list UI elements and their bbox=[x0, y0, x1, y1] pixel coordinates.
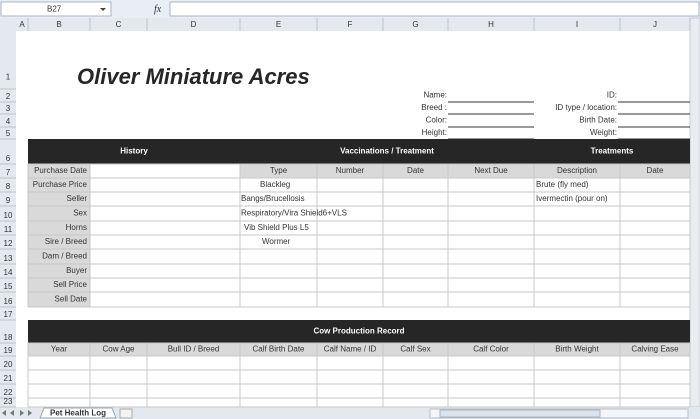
row-header: 2 bbox=[6, 92, 11, 101]
field-label: Weight: bbox=[590, 128, 617, 137]
header-row bbox=[240, 164, 690, 178]
scroll-thumb[interactable] bbox=[439, 409, 601, 418]
row-header: 15 bbox=[4, 282, 13, 291]
vaccination-item: Bangs/Brucellosis bbox=[241, 194, 305, 203]
history-label: Sell Price bbox=[53, 280, 87, 289]
field-label: Name: bbox=[423, 91, 447, 100]
column-label: Calf Name / ID bbox=[324, 345, 377, 354]
dropdown-arrow[interactable] bbox=[100, 8, 106, 11]
column-header: E bbox=[276, 20, 281, 29]
section-title: Cow Production Record bbox=[313, 327, 404, 336]
section-title: Vaccinations / Treatment bbox=[340, 147, 434, 156]
field-label: Breed : bbox=[421, 103, 447, 112]
row-header: 3 bbox=[6, 104, 11, 113]
column-label: Calf Color bbox=[473, 345, 509, 354]
field-label: Birth Date: bbox=[579, 116, 617, 125]
column-label: Next Due bbox=[474, 166, 508, 175]
row-header: 20 bbox=[4, 360, 13, 369]
name-box-text: B27 bbox=[47, 5, 62, 14]
history-label: Seller bbox=[67, 194, 88, 203]
column-header: I bbox=[576, 20, 578, 29]
row-header: 21 bbox=[4, 374, 13, 383]
row-header: 12 bbox=[4, 239, 13, 248]
column-header: C bbox=[116, 20, 122, 29]
new-sheet[interactable] bbox=[119, 408, 133, 419]
fx-button[interactable]: fx bbox=[154, 4, 162, 15]
history-label: Sell Date bbox=[55, 295, 88, 304]
column-label: Date bbox=[407, 166, 424, 175]
column-label: Bull ID / Breed bbox=[168, 345, 220, 354]
vaccination-item: Blackleg bbox=[260, 180, 290, 189]
column-header: H bbox=[488, 20, 494, 29]
vertical-scrollbar[interactable] bbox=[689, 17, 700, 408]
row-header: 11 bbox=[4, 225, 13, 234]
header-row bbox=[28, 343, 690, 356]
section-header bbox=[534, 139, 690, 164]
row-header: 13 bbox=[4, 254, 13, 263]
vaccination-item: Wormer bbox=[262, 237, 291, 246]
field-label: Color: bbox=[426, 116, 447, 125]
vaccination-item: Respiratory/Vira Shield6+VLS bbox=[241, 209, 347, 218]
field-label: Height: bbox=[422, 128, 447, 137]
column-header: D bbox=[191, 20, 197, 29]
row-header: 16 bbox=[4, 297, 13, 306]
treatment-item: Brute (fly med) bbox=[536, 180, 589, 189]
column-label: Year bbox=[51, 345, 68, 354]
row-header: 10 bbox=[4, 211, 13, 220]
row-header: 4 bbox=[6, 117, 11, 126]
sheet-tab[interactable] bbox=[39, 407, 117, 419]
history-label: Sex bbox=[73, 209, 87, 218]
column-header: A bbox=[19, 20, 25, 29]
column-header-bar bbox=[0, 18, 700, 31]
field-label: ID type / location: bbox=[555, 103, 617, 112]
history-label: Buyer bbox=[66, 266, 87, 275]
column-label: Calf Birth Date bbox=[252, 345, 305, 354]
history-label: Purchase Date bbox=[34, 166, 87, 175]
history-label: Purchase Price bbox=[33, 180, 88, 189]
treatment-item: Ivermectin (pour on) bbox=[536, 194, 608, 203]
column-label: Calf Sex bbox=[400, 345, 430, 354]
field-label: ID: bbox=[607, 91, 617, 100]
column-label: Type bbox=[270, 166, 288, 175]
row-header: 8 bbox=[6, 182, 11, 191]
column-label: Birth Weight bbox=[555, 345, 599, 354]
row-header: 7 bbox=[6, 168, 11, 177]
section-header bbox=[240, 139, 534, 164]
row-header: 18 bbox=[4, 333, 13, 342]
column-header: B bbox=[56, 20, 61, 29]
row-header: 14 bbox=[4, 268, 13, 277]
column-label: Calving Ease bbox=[631, 345, 679, 354]
vaccination-item: Vib Shield Plus L5 bbox=[244, 223, 309, 232]
name-box[interactable] bbox=[0, 1, 112, 17]
row-header-bar bbox=[0, 31, 16, 407]
column-label: Number bbox=[336, 166, 365, 175]
row-header: 17 bbox=[4, 310, 13, 319]
history-label: Sire / Breed bbox=[45, 237, 87, 246]
row-header: 6 bbox=[6, 154, 11, 163]
column-header: G bbox=[412, 20, 418, 29]
row-header: 9 bbox=[6, 196, 11, 205]
row-header: 23 bbox=[4, 397, 13, 406]
sheet-title: Oliver Miniature Acres bbox=[77, 64, 310, 89]
section-title: Treatments bbox=[591, 147, 634, 156]
section-title: History bbox=[120, 147, 148, 156]
formula-input[interactable] bbox=[169, 1, 700, 17]
history-label: Dam / Breed bbox=[42, 252, 87, 261]
row-header: 22 bbox=[4, 388, 13, 397]
column-label: Date bbox=[647, 166, 664, 175]
section-header bbox=[28, 320, 690, 343]
column-header: J bbox=[653, 20, 657, 29]
sheet-tab-label: Pet Health Log bbox=[50, 409, 106, 418]
column-label: Cow Age bbox=[102, 345, 135, 354]
row-header: 5 bbox=[6, 129, 11, 138]
row-header: 1 bbox=[6, 73, 11, 82]
column-header: F bbox=[348, 20, 353, 29]
column-label: Description bbox=[557, 166, 597, 175]
section-header bbox=[28, 139, 240, 164]
history-label: Horns bbox=[66, 223, 87, 232]
row-header: 19 bbox=[4, 346, 13, 355]
